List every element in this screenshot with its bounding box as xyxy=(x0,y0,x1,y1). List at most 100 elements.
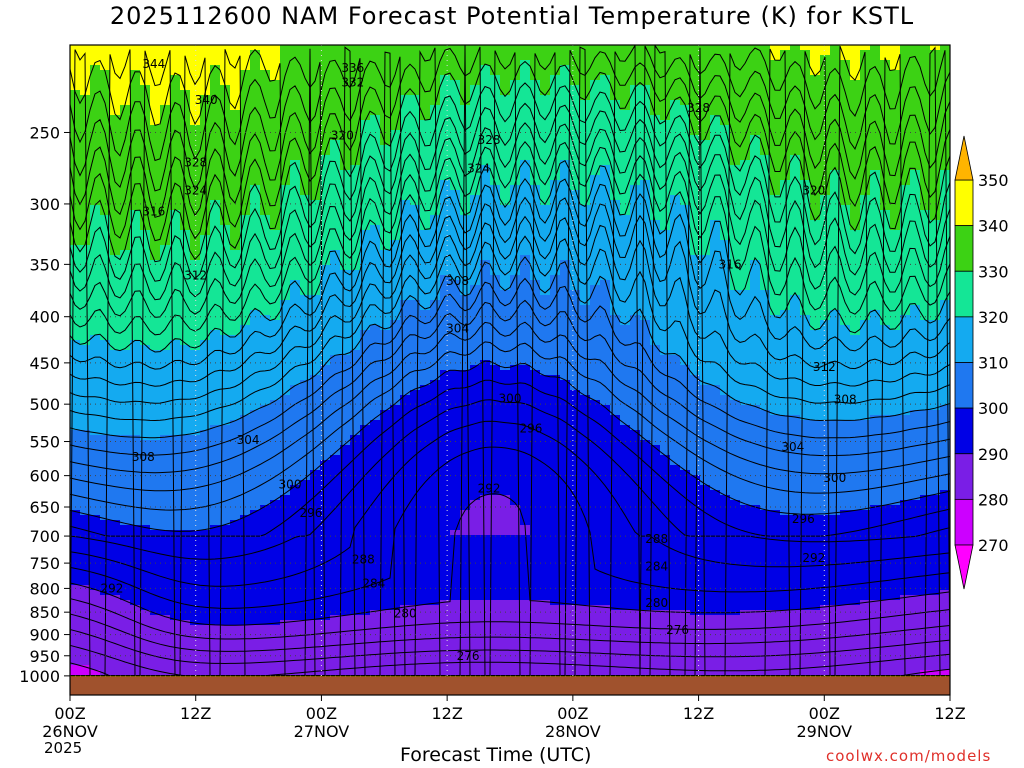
temperature-cell xyxy=(250,345,261,351)
temperature-cell xyxy=(270,435,281,441)
temperature-cell xyxy=(70,465,81,471)
temperature-cell xyxy=(170,565,181,571)
temperature-cell xyxy=(420,325,431,331)
temperature-cell xyxy=(420,500,431,506)
temperature-cell xyxy=(450,75,461,81)
temperature-cell xyxy=(380,555,391,561)
temperature-cell xyxy=(420,295,431,301)
temperature-cell xyxy=(340,430,351,436)
temperature-cell xyxy=(420,490,431,496)
temperature-cell xyxy=(110,215,121,221)
temperature-cell xyxy=(210,615,221,621)
temperature-cell xyxy=(190,170,201,176)
temperature-cell xyxy=(190,390,201,396)
temperature-cell xyxy=(70,545,81,551)
temperature-cell xyxy=(130,320,141,326)
temperature-cell xyxy=(250,295,261,301)
temperature-cell xyxy=(110,600,121,606)
temperature-cell xyxy=(320,95,331,101)
temperature-cell xyxy=(160,535,171,541)
temperature-cell xyxy=(70,315,81,321)
temperature-cell xyxy=(410,375,421,381)
temperature-cell xyxy=(330,595,341,601)
temperature-cell xyxy=(110,515,121,521)
temperature-cell xyxy=(100,435,111,441)
temperature-cell xyxy=(420,505,431,511)
temperature-cell xyxy=(170,465,181,471)
temperature-cell xyxy=(130,400,141,406)
temperature-cell xyxy=(260,630,271,636)
temperature-cell xyxy=(210,60,221,66)
temperature-cell xyxy=(230,570,241,576)
temperature-cell xyxy=(160,435,171,441)
temperature-cell xyxy=(250,325,261,331)
temperature-cell xyxy=(130,410,141,416)
temperature-cell xyxy=(410,390,421,396)
temperature-cell xyxy=(330,145,341,151)
temperature-cell xyxy=(210,65,221,71)
temperature-cell xyxy=(130,640,141,646)
temperature-cell xyxy=(170,300,181,306)
temperature-cell xyxy=(120,570,131,576)
temperature-cell xyxy=(160,180,171,186)
temperature-cell xyxy=(240,545,251,551)
temperature-cell xyxy=(350,85,361,91)
temperature-cell xyxy=(360,135,371,141)
temperature-cell xyxy=(140,100,151,106)
temperature-cell xyxy=(170,485,181,491)
temperature-cell xyxy=(260,445,271,451)
temperature-cell xyxy=(400,105,411,111)
temperature-cell xyxy=(350,600,361,606)
temperature-cell xyxy=(400,540,411,546)
temperature-cell xyxy=(400,185,411,191)
temperature-cell xyxy=(290,545,301,551)
temperature-cell xyxy=(210,495,221,501)
temperature-cell xyxy=(400,340,411,346)
temperature-cell xyxy=(220,190,231,196)
temperature-cell xyxy=(70,640,81,646)
temperature-cell xyxy=(370,405,381,411)
temperature-cell xyxy=(150,155,161,161)
temperature-cell xyxy=(420,250,431,256)
temperature-cell xyxy=(90,595,101,601)
temperature-cell xyxy=(170,125,181,131)
temperature-cell xyxy=(250,275,261,281)
temperature-cell xyxy=(330,570,341,576)
temperature-cell xyxy=(370,555,381,561)
temperature-cell xyxy=(350,325,361,331)
temperature-cell xyxy=(330,605,341,611)
temperature-cell xyxy=(450,45,461,51)
temperature-cell xyxy=(140,495,151,501)
temperature-cell xyxy=(240,90,251,96)
temperature-cell xyxy=(350,210,361,216)
temperature-cell xyxy=(180,610,191,616)
temperature-cell xyxy=(400,505,411,511)
temperature-cell xyxy=(340,330,351,336)
temperature-cell xyxy=(390,315,401,321)
temperature-cell xyxy=(370,455,381,461)
temperature-cell xyxy=(240,75,251,81)
temperature-cell xyxy=(390,210,401,216)
temperature-cell xyxy=(260,155,271,161)
temperature-cell xyxy=(320,300,331,306)
temperature-cell xyxy=(390,290,401,296)
temperature-cell xyxy=(240,50,251,56)
temperature-cell xyxy=(140,160,151,166)
temperature-cell xyxy=(380,315,391,321)
temperature-cell xyxy=(350,610,361,616)
temperature-cell xyxy=(130,555,141,561)
temperature-cell xyxy=(440,455,451,461)
temperature-cell xyxy=(100,170,111,176)
temperature-cell xyxy=(120,65,131,71)
temperature-cell xyxy=(320,555,331,561)
temperature-cell xyxy=(390,250,401,256)
temperature-cell xyxy=(200,370,211,376)
temperature-cell xyxy=(370,610,381,616)
temperature-cell xyxy=(150,325,161,331)
temperature-cell xyxy=(210,255,221,261)
temperature-cell xyxy=(240,65,251,71)
temperature-cell xyxy=(410,420,421,426)
temperature-cell xyxy=(270,205,281,211)
temperature-cell xyxy=(310,520,321,526)
temperature-cell xyxy=(250,375,261,381)
